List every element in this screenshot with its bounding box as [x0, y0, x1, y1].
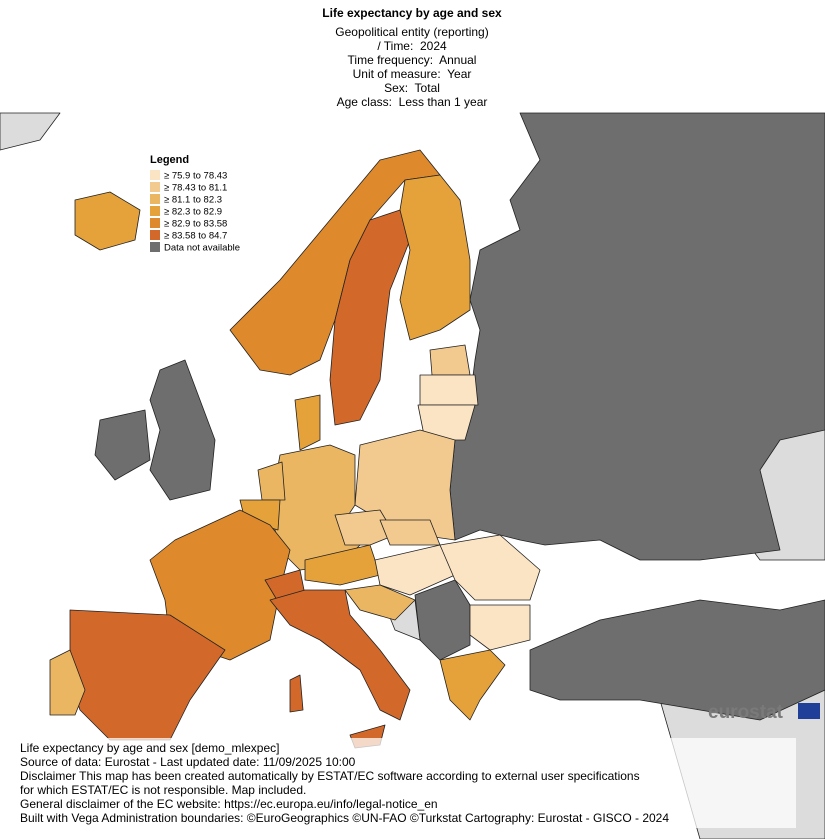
country [439, 534, 541, 601]
legend-swatch [150, 182, 160, 192]
legend-label: ≥ 82.9 to 83.58 [164, 219, 227, 230]
footer-line: General disclaimer of the EC website: ht… [20, 797, 438, 811]
country [269, 589, 411, 721]
legend-label: ≥ 75.9 to 78.43 [164, 171, 227, 182]
title: Life expectancy by age and sex [322, 6, 502, 20]
country [469, 604, 531, 651]
subtitle-line: Unit of measure: Year [353, 67, 472, 81]
legend-swatch [150, 170, 160, 180]
footer-box [14, 738, 796, 828]
country [439, 649, 506, 721]
country [417, 404, 476, 441]
subtitle-line: Age class: Less than 1 year [337, 95, 488, 109]
footer-line: Source of data: Eurostat - Last updated … [20, 755, 356, 769]
land-other [0, 112, 61, 151]
country [379, 519, 441, 546]
legend-label: ≥ 82.3 to 82.9 [164, 207, 222, 218]
footer-line: Disclaimer This map has been created aut… [20, 769, 640, 783]
country [49, 649, 86, 716]
country [429, 344, 471, 376]
subtitle-line: Geopolitical entity (reporting) [335, 25, 488, 39]
legend: ≥ 75.9 to 78.43≥ 78.43 to 81.1≥ 81.1 to … [150, 170, 240, 254]
country [149, 509, 291, 661]
subtitle-line: Time frequency: Annual [348, 53, 477, 67]
country [257, 461, 286, 501]
country [334, 509, 396, 546]
land-no-data [529, 599, 825, 721]
subtitle: Geopolitical entity (reporting)/ Time: 2… [335, 25, 488, 109]
footer: Life expectancy by age and sex [demo_mle… [20, 741, 669, 825]
map [0, 112, 825, 839]
footer-line: Built with Vega Administration boundarie… [20, 811, 669, 825]
legend-swatch [150, 230, 160, 240]
legend-title: Legend [150, 154, 189, 166]
country [229, 149, 441, 376]
legend-label: ≥ 83.58 to 84.7 [164, 231, 227, 242]
footer-line: Life expectancy by age and sex [demo_mle… [20, 741, 280, 755]
legend-swatch [150, 194, 160, 204]
country [344, 584, 416, 621]
subtitle-line: Sex: Total [384, 81, 440, 95]
country [329, 209, 411, 426]
country [399, 174, 471, 341]
land-no-data [449, 112, 825, 561]
subtitle-line: / Time: 2024 [377, 39, 447, 53]
land-no-data [149, 359, 216, 501]
country [304, 544, 381, 586]
legend-swatch [150, 242, 160, 252]
country [374, 544, 456, 596]
footer-line: for which ESTAT/EC is not responsible. M… [20, 783, 306, 797]
country [294, 394, 321, 451]
country [74, 191, 141, 251]
legend-swatch [150, 218, 160, 228]
legend-swatch [150, 206, 160, 216]
eu-flag [798, 703, 820, 719]
legend-label: Data not available [164, 243, 240, 254]
land-no-data [94, 409, 151, 481]
legend-label: ≥ 78.43 to 81.1 [164, 183, 227, 194]
country [419, 374, 479, 406]
logo: eurostat [708, 702, 784, 723]
country [289, 674, 304, 713]
legend-label: ≥ 81.1 to 82.3 [164, 195, 222, 206]
